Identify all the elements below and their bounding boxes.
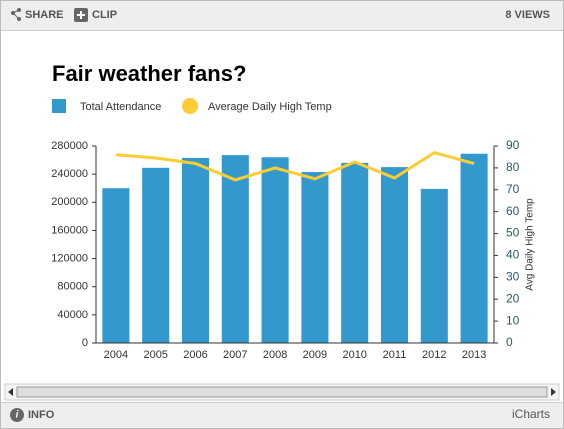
info-icon: i [16, 410, 19, 421]
bar [460, 153, 488, 343]
y-tick-label: 200000 [51, 196, 88, 208]
y-tick-label: 160000 [51, 224, 88, 236]
y2-tick-label: 50 [506, 226, 520, 240]
y2-tick-label: 70 [506, 182, 520, 196]
x-tick-label: 2005 [143, 349, 167, 361]
legend-swatch [52, 99, 66, 113]
share-button[interactable]: SHARE [11, 8, 64, 21]
bar [420, 188, 448, 343]
clip-button[interactable]: CLIP [74, 8, 117, 22]
bar [102, 188, 130, 343]
info-button[interactable]: i INFO [10, 408, 55, 422]
y2-tick-label: 10 [506, 313, 520, 327]
toolbar [1, 1, 563, 30]
y-tick-label: 240000 [51, 168, 88, 180]
x-tick-label: 2006 [183, 349, 207, 361]
bar [142, 167, 170, 343]
legend-label: Total Attendance [80, 101, 161, 113]
brand: iCharts [512, 407, 550, 421]
line [115, 150, 475, 182]
chart-title: Fair weather fans? [52, 61, 246, 86]
scroll-thumb[interactable] [16, 386, 548, 398]
y2-tick-label: 60 [506, 204, 520, 218]
y2-tick-label: 90 [506, 138, 520, 152]
y2-axis-label: Avg Daily High Temp [525, 198, 536, 291]
y-tick-label: 0 [82, 337, 88, 349]
x-tick-label: 2010 [342, 349, 366, 361]
x-tick-label: 2013 [462, 349, 486, 361]
x-tick-label: 2007 [223, 349, 247, 361]
y-tick-label: 40000 [57, 309, 88, 321]
y-tick-label: 80000 [57, 281, 88, 293]
x-tick-label: 2012 [422, 349, 446, 361]
bar [221, 155, 249, 343]
bar [261, 157, 289, 343]
share-label[interactable]: SHARE [25, 9, 64, 21]
clip-label[interactable]: CLIP [92, 9, 117, 21]
footer [1, 402, 563, 428]
x-tick-label: 2008 [263, 349, 287, 361]
legend-label: Average Daily High Temp [208, 101, 332, 113]
y2-tick-label: 20 [506, 291, 520, 305]
legend-swatch [182, 98, 198, 114]
y-tick-label: 120000 [51, 252, 88, 264]
x-tick-label: 2009 [303, 349, 327, 361]
bar [301, 172, 329, 343]
views-count: 8 VIEWS [505, 9, 550, 21]
bar [181, 157, 210, 343]
y2-tick-label: 30 [506, 270, 520, 284]
bar [341, 162, 369, 343]
scroll-left[interactable] [8, 388, 13, 396]
y2-tick-label: 0 [506, 335, 513, 349]
info-label[interactable]: INFO [28, 409, 55, 421]
x-tick-label: 2011 [383, 349, 407, 361]
y2-tick-label: 40 [506, 248, 520, 262]
scroll-right[interactable] [551, 388, 556, 396]
x-tick-label: 2004 [104, 349, 128, 361]
bar [380, 167, 409, 343]
y2-tick-label: 80 [506, 160, 520, 174]
y-tick-label: 280000 [51, 140, 88, 152]
